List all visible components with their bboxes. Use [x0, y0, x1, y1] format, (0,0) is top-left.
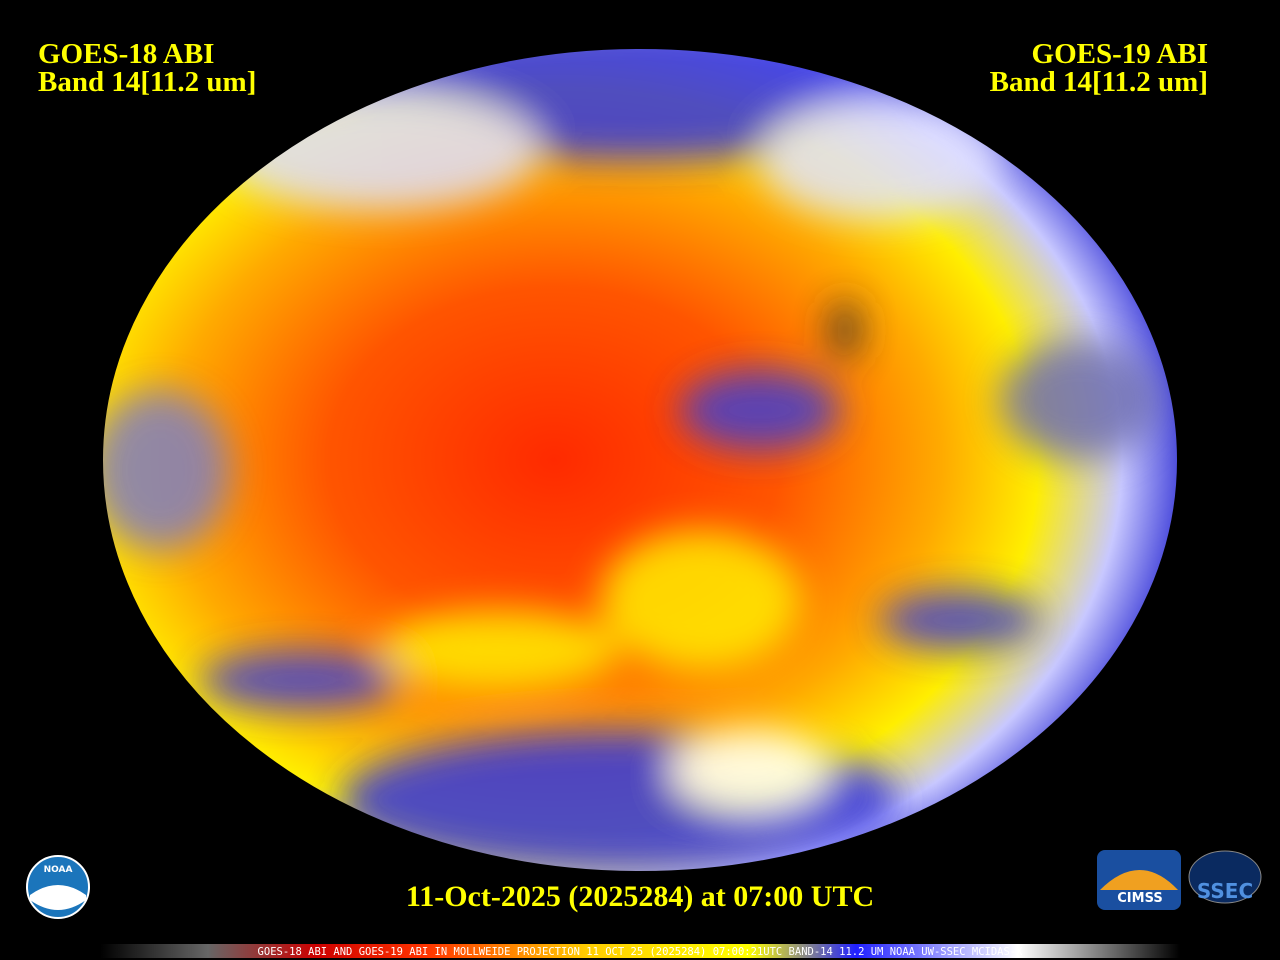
- timestamp: 11-Oct-2025 (2025284) at 07:00 UTC: [406, 880, 874, 913]
- right-title: GOES-19 ABI: [1032, 38, 1208, 70]
- cimss-logo: CIMSS: [1097, 850, 1181, 910]
- footer: GOES-18 ABI AND GOES-19 ABI IN MOLLWEIDE…: [258, 946, 1024, 958]
- right-band: Band 14[11.2 um]: [990, 66, 1208, 98]
- noaa-logo: NOAA: [26, 855, 90, 919]
- noaa-label: NOAA: [44, 865, 73, 875]
- color-bar: [100, 944, 1180, 958]
- ssec-logo: SSEC: [1188, 850, 1262, 904]
- left-title: GOES-18 ABI: [38, 38, 214, 70]
- cimss-label: CIMSS: [1117, 891, 1162, 906]
- left-band: Band 14[11.2 um]: [38, 66, 256, 98]
- ssec-label: SSEC: [1197, 879, 1253, 903]
- globe-outline: [101, 47, 1179, 873]
